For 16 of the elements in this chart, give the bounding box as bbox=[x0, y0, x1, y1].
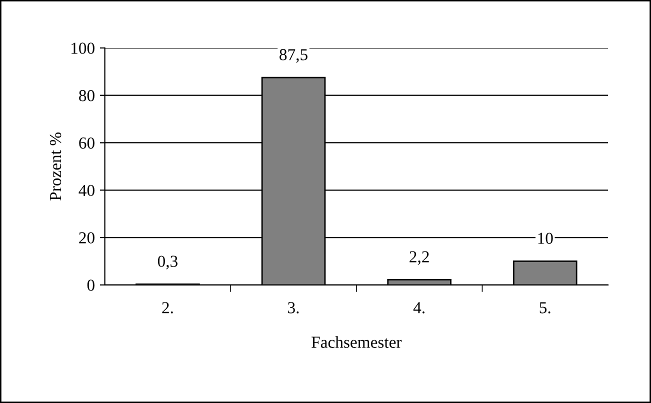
y-tick-label: 60 bbox=[79, 137, 94, 149]
y-tick-label: 40 bbox=[78, 184, 94, 196]
x-axis-title: Fachsemester bbox=[312, 336, 402, 348]
x-tick-label: 5. bbox=[540, 302, 550, 314]
y-tick-label: 80 bbox=[79, 90, 94, 102]
data-label: 87,5 bbox=[280, 49, 308, 63]
x-tick-label: 2. bbox=[162, 302, 173, 314]
data-label: 0,3 bbox=[158, 256, 178, 270]
x-tick-label: 4. bbox=[413, 302, 424, 314]
data-label: 10 bbox=[538, 232, 553, 244]
data-label: 2,2 bbox=[410, 251, 429, 265]
x-tick-label: 3. bbox=[288, 302, 299, 314]
y-tick-label: 100 bbox=[72, 42, 94, 54]
y-tick-label: 0 bbox=[87, 280, 94, 291]
y-axis-title: Prozent % bbox=[50, 132, 62, 200]
y-tick-label: 20 bbox=[79, 232, 94, 244]
